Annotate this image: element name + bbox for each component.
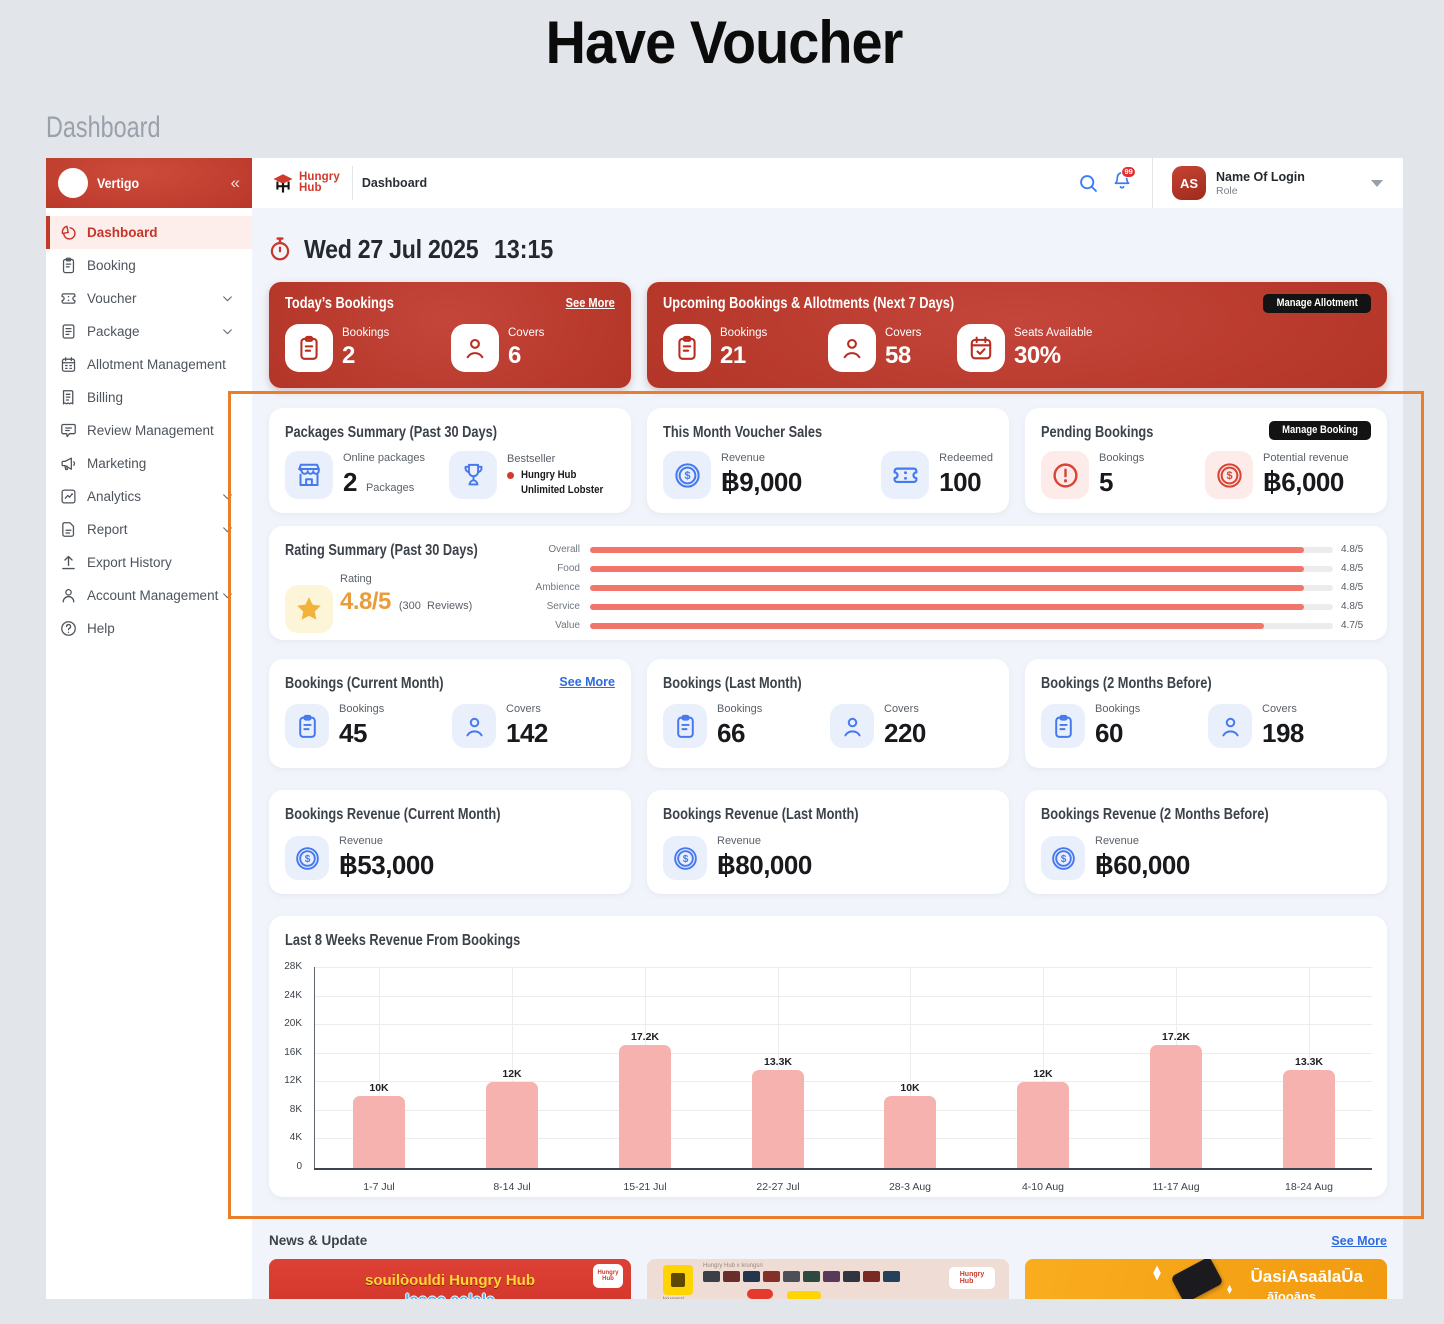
svg-text:$: $ (684, 470, 690, 482)
svg-text:$: $ (304, 853, 310, 864)
svg-text:$: $ (1226, 470, 1232, 482)
svg-text:$: $ (1060, 853, 1066, 864)
svg-text:$: $ (682, 853, 688, 864)
